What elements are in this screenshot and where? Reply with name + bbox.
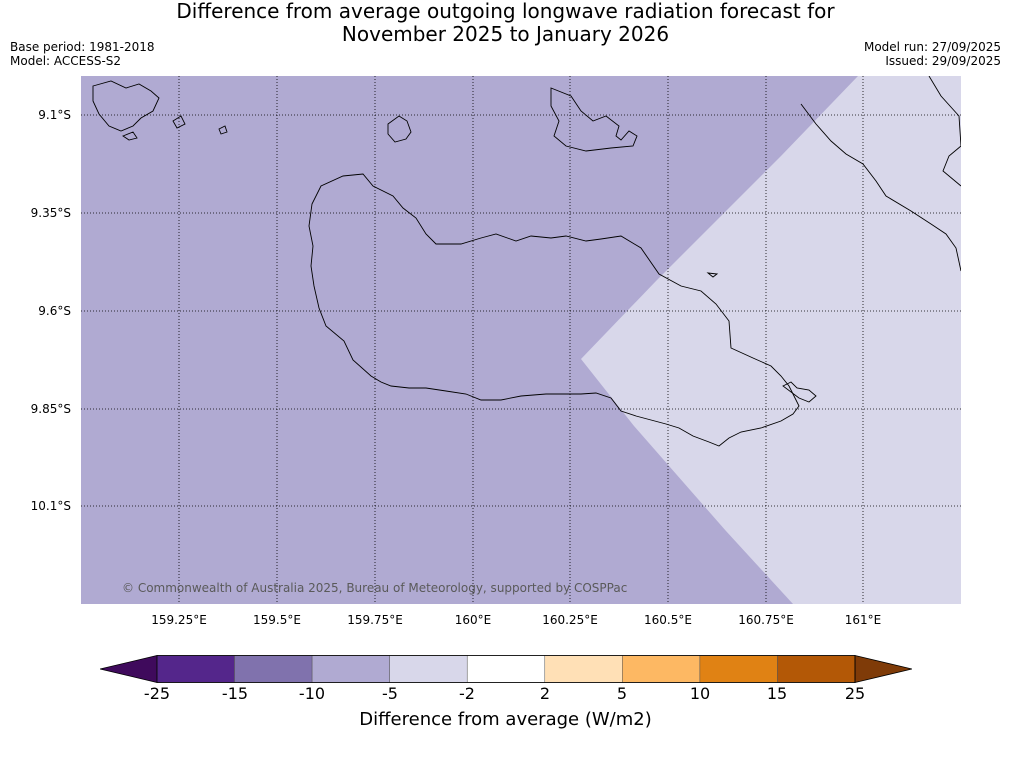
cb-tick-6: 2: [539, 684, 551, 703]
lat-label-2: 9.35°S: [30, 206, 71, 220]
cb-cell-5: [466, 655, 546, 683]
cb-tick-2: -15: [221, 684, 249, 703]
cb-tick-5: -2: [459, 684, 475, 703]
cb-tick-1: -25: [143, 684, 171, 703]
lon-label-8: 161°E: [844, 613, 882, 627]
cb-tick-7: 5: [616, 684, 628, 703]
cb-tick-8: 10: [689, 684, 711, 703]
lat-label-1: 9.1°S: [38, 108, 71, 122]
lon-label-5: 160.25°E: [542, 613, 598, 627]
issued-date: Issued: 29/09/2025: [885, 54, 1001, 68]
region-minus5-minus2: [581, 76, 961, 604]
cb-cell-8: [699, 655, 778, 683]
lon-label-3: 159.75°E: [347, 613, 403, 627]
lon-label-1: 159.25°E: [151, 613, 207, 627]
lat-label-3: 9.6°S: [38, 304, 71, 318]
island-savo: [387, 115, 412, 143]
island-small: [706, 272, 719, 278]
meta-left: Base period: 1981-2018 Model: ACCESS-S2: [10, 40, 155, 68]
cb-arrow-right: [854, 655, 912, 683]
island-florida: [550, 87, 638, 152]
title-line-1: Difference from average outgoing longwav…: [176, 0, 835, 23]
lat-label-4: 9.85°S: [30, 402, 71, 416]
lon-label-6: 160.5°E: [644, 613, 692, 627]
cb-cell-3: [311, 655, 390, 683]
cb-cell-2: [234, 655, 313, 683]
model-name: Model: ACCESS-S2: [10, 54, 122, 68]
base-period: Base period: 1981-2018: [10, 40, 155, 54]
lon-label-7: 160.75°E: [738, 613, 794, 627]
map-svg: [81, 76, 961, 604]
colorbar-title: Difference from average (W/m2): [359, 709, 652, 730]
chart-title: Difference from average outgoing longwav…: [0, 0, 1011, 46]
cb-tick-10: 25: [844, 684, 866, 703]
cb-cell-1: [156, 655, 235, 683]
cb-cell-7: [622, 655, 701, 683]
colorbar: [100, 655, 912, 683]
lon-label-4: 160°E: [454, 613, 492, 627]
meta-right: Model run: 27/09/2025 Issued: 29/09/2025: [864, 40, 1001, 68]
coastlines: [92, 76, 961, 447]
island-guadalcanal: [308, 173, 800, 447]
coast-malaita: [800, 103, 961, 272]
map-panel: © Commonwealth of Australia 2025, Bureau…: [81, 76, 961, 604]
lat-label-5: 10.1°S: [30, 499, 71, 513]
copyright-notice: © Commonwealth of Australia 2025, Bureau…: [122, 581, 628, 595]
model-run: Model run: 27/09/2025: [863, 40, 1001, 54]
cb-tick-4: -5: [382, 684, 398, 703]
cb-cell-4: [389, 655, 468, 683]
title-line-2: November 2025 to January 2026: [341, 22, 670, 46]
cb-tick-9: 15: [766, 684, 788, 703]
cb-cell-6: [544, 655, 623, 683]
cb-tick-3: -10: [298, 684, 326, 703]
cb-cell-9: [777, 655, 856, 683]
lon-label-2: 159.5°E: [253, 613, 301, 627]
cb-arrow-left: [100, 655, 158, 683]
island-russell: [92, 80, 228, 141]
coast-malaita-north: [928, 76, 961, 187]
island-east-tip: [782, 381, 817, 403]
